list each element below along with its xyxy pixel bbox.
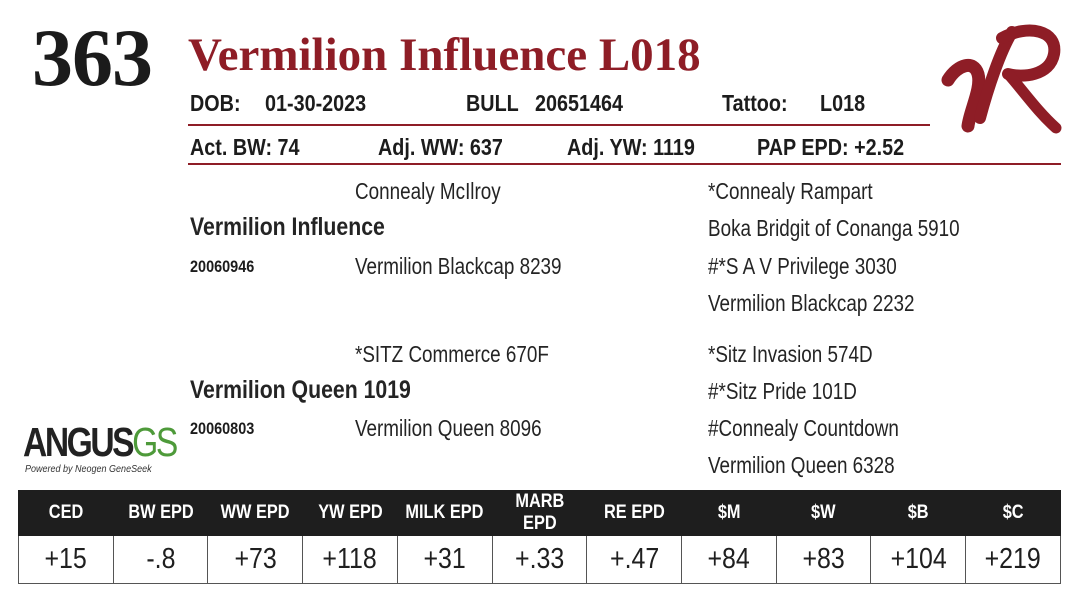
ssg-dam: Boka Bridgit of Conanga 5910 <box>708 215 960 241</box>
epd-header-w: $W <box>775 490 872 536</box>
epd-value-bw: -.8 <box>112 535 209 584</box>
epd-value-c: +219 <box>965 535 1061 584</box>
epd-header-bw: BW EPD <box>112 490 209 536</box>
dob-value: 01-30-2023 <box>265 90 367 116</box>
dam-registration: 20060803 <box>190 419 255 438</box>
dam-dam: Vermilion Queen 8096 <box>355 415 542 441</box>
dsg-sire: *Sitz Invasion 574D <box>708 341 873 367</box>
epd-table: CED BW EPD WW EPD YW EPD MILK EPD MARB E… <box>18 490 1061 584</box>
epd-value-row: +15 -.8 +73 +118 +31 +.33 +.47 +84 +83 +… <box>18 535 1061 584</box>
epd-value-m: +84 <box>681 535 777 584</box>
adjusted-weaning-weight: Adj. WW: 637 <box>378 134 503 160</box>
epd-header-c: $C <box>965 490 1061 536</box>
lot-number: 363 <box>32 12 153 103</box>
animal-name: Vermilion Influence L018 <box>188 29 701 81</box>
epd-header-row: CED BW EPD WW EPD YW EPD MILK EPD MARB E… <box>18 490 1061 536</box>
vr-brand-logo <box>940 18 1064 136</box>
epd-value-milk: +31 <box>396 535 493 584</box>
ssg-sire: *Connealy Rampart <box>708 178 873 204</box>
epd-header-ced: CED <box>18 490 114 536</box>
angus-tagline: Powered by Neogen GeneSeek <box>25 464 152 475</box>
sire-name: Vermilion Influence <box>190 213 385 241</box>
gs-logo-suffix: GS <box>132 419 178 465</box>
actual-birth-weight: Act. BW: 74 <box>190 134 300 160</box>
epd-value-w: +83 <box>775 535 872 584</box>
angus-logo-word: ANGUS <box>23 419 135 465</box>
tattoo-value: L018 <box>820 90 866 116</box>
registration-number: 20651464 <box>535 90 624 116</box>
sdg-dam: Vermilion Blackcap 2232 <box>708 290 915 316</box>
pap-epd: PAP EPD: +2.52 <box>757 134 905 160</box>
sire-dam: Vermilion Blackcap 8239 <box>355 253 562 279</box>
epd-header-yw: YW EPD <box>302 490 398 536</box>
epd-value-marb: +.33 <box>491 535 588 584</box>
epd-value-re: +.47 <box>586 535 683 584</box>
epd-value-yw: +118 <box>302 535 398 584</box>
epd-header-milk: MILK EPD <box>396 490 493 536</box>
dam-sire: *SITZ Commerce 670F <box>355 341 549 367</box>
angus-gs-logo: ANGUSGS Powered by Neogen GeneSeek <box>23 419 178 480</box>
epd-header-m: $M <box>681 490 777 536</box>
tattoo-label: Tattoo: <box>722 90 788 116</box>
ddg-dam: Vermilion Queen 6328 <box>708 452 895 478</box>
epd-value-ced: +15 <box>18 535 114 584</box>
sex-value: BULL <box>466 90 519 116</box>
sire-sire: Connealy McIlroy <box>355 178 501 204</box>
epd-header-b: $B <box>870 490 967 536</box>
adjusted-yearling-weight: Adj. YW: 1119 <box>567 134 695 160</box>
epd-header-ww: WW EPD <box>207 490 304 536</box>
epd-header-marb: MARB EPD <box>491 490 588 536</box>
dob-label: DOB: <box>190 90 241 116</box>
divider-bottom <box>188 163 1061 165</box>
dsg-dam: #*Sitz Pride 101D <box>708 378 857 404</box>
sire-registration: 20060946 <box>190 257 255 276</box>
epd-value-ww: +73 <box>207 535 304 584</box>
sdg-sire: #*S A V Privilege 3030 <box>708 253 897 279</box>
epd-header-re: RE EPD <box>586 490 683 536</box>
divider-top <box>188 124 930 126</box>
ddg-sire: #Connealy Countdown <box>708 415 899 441</box>
epd-value-b: +104 <box>870 535 967 584</box>
dam-name: Vermilion Queen 1019 <box>190 376 411 404</box>
